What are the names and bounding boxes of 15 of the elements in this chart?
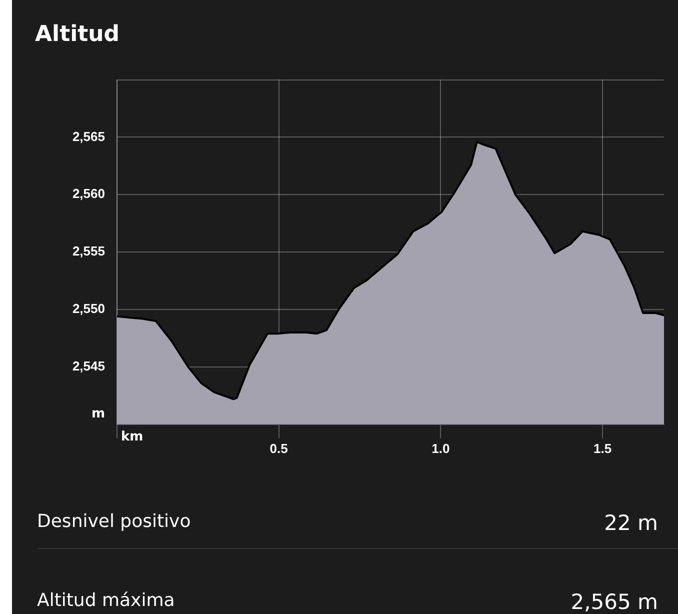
y-tick-label: 2,545 [72,358,105,374]
x-tick-label: 1.5 [593,440,612,456]
y-axis-title: m [91,406,105,422]
y-tick-label: 2,550 [72,301,105,316]
text: Desnivel positivo [37,511,191,534]
text: 22 m [604,511,658,535]
x-tick-label: 0.5 [270,440,288,456]
y-tick-label: 2,560 [72,186,105,202]
chart-title: Altitud [35,22,120,47]
text: 2,565 m [570,590,658,614]
y-tick-label: 2,565 [72,128,105,144]
text: Altitud máxima [37,590,175,613]
x-tick-label: 1.0 [432,440,450,456]
x-axis-title: km [121,429,144,444]
y-tick-label: 2,555 [72,244,105,259]
